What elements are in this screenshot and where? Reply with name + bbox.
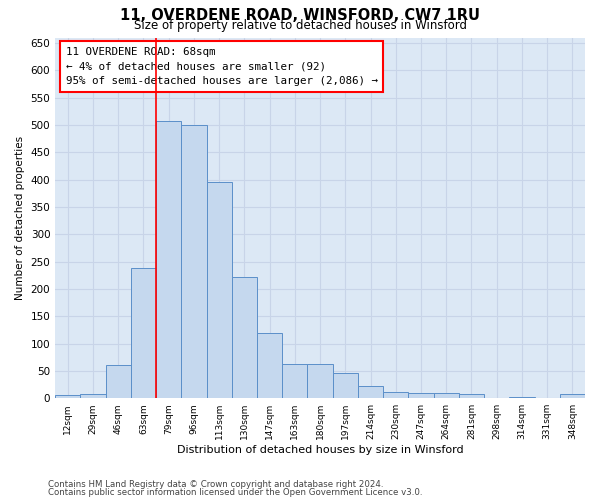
Text: Size of property relative to detached houses in Winsford: Size of property relative to detached ho…: [133, 19, 467, 32]
Bar: [307, 364, 332, 398]
Bar: [131, 268, 156, 398]
Bar: [434, 394, 459, 398]
Text: Contains HM Land Registry data © Crown copyright and database right 2024.: Contains HM Land Registry data © Crown c…: [48, 480, 383, 489]
Text: 11 OVERDENE ROAD: 68sqm
← 4% of detached houses are smaller (92)
95% of semi-det: 11 OVERDENE ROAD: 68sqm ← 4% of detached…: [66, 46, 378, 86]
Bar: [80, 394, 106, 398]
Bar: [560, 394, 585, 398]
Y-axis label: Number of detached properties: Number of detached properties: [15, 136, 25, 300]
Bar: [55, 396, 80, 398]
Bar: [106, 366, 131, 398]
X-axis label: Distribution of detached houses by size in Winsford: Distribution of detached houses by size …: [177, 445, 463, 455]
Text: 11, OVERDENE ROAD, WINSFORD, CW7 1RU: 11, OVERDENE ROAD, WINSFORD, CW7 1RU: [120, 8, 480, 22]
Text: Contains public sector information licensed under the Open Government Licence v3: Contains public sector information licen…: [48, 488, 422, 497]
Bar: [459, 394, 484, 398]
Bar: [358, 386, 383, 398]
Bar: [383, 392, 409, 398]
Bar: [282, 364, 307, 398]
Bar: [332, 372, 358, 398]
Bar: [206, 182, 232, 398]
Bar: [509, 396, 535, 398]
Bar: [409, 392, 434, 398]
Bar: [181, 125, 206, 398]
Bar: [156, 121, 181, 398]
Bar: [257, 332, 282, 398]
Bar: [232, 277, 257, 398]
